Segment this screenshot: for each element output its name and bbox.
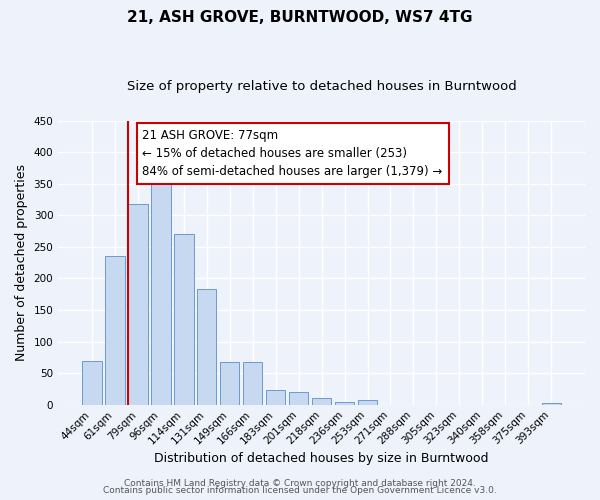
Text: Contains HM Land Registry data © Crown copyright and database right 2024.: Contains HM Land Registry data © Crown c… xyxy=(124,478,476,488)
Text: 21 ASH GROVE: 77sqm
← 15% of detached houses are smaller (253)
84% of semi-detac: 21 ASH GROVE: 77sqm ← 15% of detached ho… xyxy=(142,129,443,178)
Bar xyxy=(335,402,355,404)
Bar xyxy=(105,256,125,404)
Bar xyxy=(289,392,308,404)
Title: Size of property relative to detached houses in Burntwood: Size of property relative to detached ho… xyxy=(127,80,517,93)
Bar xyxy=(128,204,148,404)
Bar xyxy=(82,360,101,405)
Bar xyxy=(358,400,377,404)
Bar xyxy=(312,398,331,404)
Text: Contains public sector information licensed under the Open Government Licence v3: Contains public sector information licen… xyxy=(103,486,497,495)
Bar xyxy=(243,362,262,405)
Y-axis label: Number of detached properties: Number of detached properties xyxy=(15,164,28,361)
Bar xyxy=(151,171,170,404)
Bar xyxy=(174,234,194,404)
X-axis label: Distribution of detached houses by size in Burntwood: Distribution of detached houses by size … xyxy=(154,452,489,465)
Text: 21, ASH GROVE, BURNTWOOD, WS7 4TG: 21, ASH GROVE, BURNTWOOD, WS7 4TG xyxy=(127,10,473,25)
Bar xyxy=(220,362,239,405)
Bar xyxy=(197,289,217,405)
Bar xyxy=(266,390,286,404)
